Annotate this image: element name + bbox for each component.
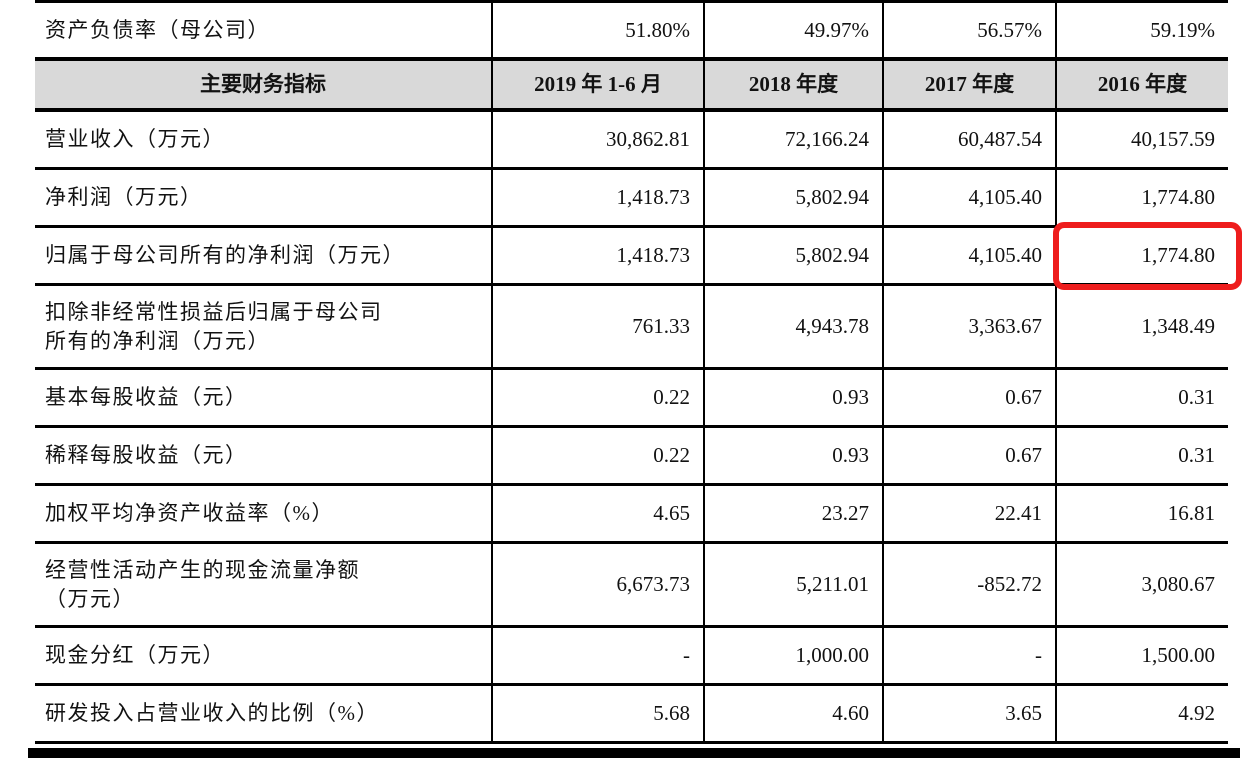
cell-value: 4,943.78 bbox=[703, 284, 883, 370]
table-row: 研发投入占营业收入的比例（%） 5.68 4.60 3.65 4.92 bbox=[35, 684, 1228, 744]
row-label: 基本每股收益（元） bbox=[35, 368, 492, 428]
cell-value: 23.27 bbox=[703, 484, 883, 544]
cell-value: 1,418.73 bbox=[491, 168, 704, 228]
table-row: 营业收入（万元） 30,862.81 72,166.24 60,487.54 4… bbox=[35, 110, 1228, 170]
cell-value: 72,166.24 bbox=[703, 110, 883, 170]
cell-value: 5,211.01 bbox=[703, 542, 883, 628]
row-label: 加权平均净资产收益率（%） bbox=[35, 484, 492, 544]
key-financial-indicators-table: 资产负债率（母公司） 51.80% 49.97% 56.57% 59.19% 主… bbox=[35, 0, 1242, 744]
cell-value: 0.67 bbox=[882, 426, 1056, 486]
cell-value: 0.22 bbox=[491, 426, 704, 486]
cell-value: 0.22 bbox=[491, 368, 704, 428]
cell-value: 0.93 bbox=[703, 368, 883, 428]
table-row-debt-ratio: 资产负债率（母公司） 51.80% 49.97% 56.57% 59.19% bbox=[35, 0, 1228, 61]
cell-value: 0.31 bbox=[1055, 368, 1228, 428]
table-header-row: 主要财务指标 2019 年 1-6 月 2018 年度 2017 年度 2016… bbox=[35, 59, 1228, 112]
cell-value: - bbox=[491, 626, 704, 686]
row-label: 研发投入占营业收入的比例（%） bbox=[35, 684, 492, 744]
document-page: 资产负债率（母公司） 51.80% 49.97% 56.57% 59.19% 主… bbox=[28, 0, 1242, 758]
table-row: 加权平均净资产收益率（%） 4.65 23.27 22.41 16.81 bbox=[35, 484, 1228, 544]
column-header-2018: 2018 年度 bbox=[703, 59, 883, 112]
cell-value: 5,802.94 bbox=[703, 168, 883, 228]
cell-value: 0.31 bbox=[1055, 426, 1228, 486]
cell-value: 60,487.54 bbox=[882, 110, 1056, 170]
cell-value: 30,862.81 bbox=[491, 110, 704, 170]
column-header-2019: 2019 年 1-6 月 bbox=[491, 59, 704, 112]
cell-value: 3,080.67 bbox=[1055, 542, 1228, 628]
column-header-2017: 2017 年度 bbox=[882, 59, 1056, 112]
cell-value: 0.93 bbox=[703, 426, 883, 486]
cell-value: 6,673.73 bbox=[491, 542, 704, 628]
row-label: 稀释每股收益（元） bbox=[35, 426, 492, 486]
cell-value: 16.81 bbox=[1055, 484, 1228, 544]
row-label: 现金分红（万元） bbox=[35, 626, 492, 686]
cell-value: -852.72 bbox=[882, 542, 1056, 628]
cell-value: 0.67 bbox=[882, 368, 1056, 428]
row-label: 经营性活动产生的现金流量净额 （万元） bbox=[35, 542, 492, 628]
financial-table: 资产负债率（母公司） 51.80% 49.97% 56.57% 59.19% 主… bbox=[28, 0, 1242, 758]
cell-value: 3.65 bbox=[882, 684, 1056, 744]
cell-value: 40,157.59 bbox=[1055, 110, 1228, 170]
cell-value: - bbox=[882, 626, 1056, 686]
cell-value: 3,363.67 bbox=[882, 284, 1056, 370]
cell-value: 1,348.49 bbox=[1055, 284, 1228, 370]
cell-value: 4,105.40 bbox=[882, 226, 1056, 286]
cell-value: 1,774.80 bbox=[1055, 168, 1228, 228]
row-label: 资产负债率（母公司） bbox=[35, 0, 492, 61]
header-label: 主要财务指标 bbox=[35, 59, 492, 112]
cell-value: 51.80% bbox=[491, 0, 704, 61]
table-row: 净利润（万元） 1,418.73 5,802.94 4,105.40 1,774… bbox=[35, 168, 1228, 228]
cell-value: 1,000.00 bbox=[703, 626, 883, 686]
cell-value: 4.92 bbox=[1055, 684, 1228, 744]
cell-value: 59.19% bbox=[1055, 0, 1228, 61]
cell-value: 1,774.80 bbox=[1053, 222, 1242, 290]
cell-value: 49.97% bbox=[703, 0, 883, 61]
cell-value: 1,418.73 bbox=[491, 226, 704, 286]
row-label: 扣除非经常性损益后归属于母公司 所有的净利润（万元） bbox=[35, 284, 492, 370]
cell-value: 4,105.40 bbox=[882, 168, 1056, 228]
financial-table-body: 营业收入（万元） 30,862.81 72,166.24 60,487.54 4… bbox=[35, 110, 1242, 744]
page-bottom-rule bbox=[28, 748, 1240, 758]
cell-value: 4.65 bbox=[491, 484, 704, 544]
cell-value: 5.68 bbox=[491, 684, 704, 744]
cell-value: 1,500.00 bbox=[1055, 626, 1228, 686]
table-row: 现金分红（万元） - 1,000.00 - 1,500.00 bbox=[35, 626, 1228, 686]
table-row: 归属于母公司所有的净利润（万元） 1,418.73 5,802.94 4,105… bbox=[35, 222, 1242, 290]
table-row: 经营性活动产生的现金流量净额 （万元） 6,673.73 5,211.01 -8… bbox=[35, 542, 1228, 628]
row-label: 营业收入（万元） bbox=[35, 110, 492, 170]
table-row: 基本每股收益（元） 0.22 0.93 0.67 0.31 bbox=[35, 368, 1228, 428]
cell-value: 761.33 bbox=[491, 284, 704, 370]
column-header-2016: 2016 年度 bbox=[1055, 59, 1228, 112]
cell-value: 4.60 bbox=[703, 684, 883, 744]
row-label: 净利润（万元） bbox=[35, 168, 492, 228]
row-label: 归属于母公司所有的净利润（万元） bbox=[35, 226, 492, 286]
cell-value: 22.41 bbox=[882, 484, 1056, 544]
cell-value: 5,802.94 bbox=[703, 226, 883, 286]
table-row: 扣除非经常性损益后归属于母公司 所有的净利润（万元） 761.33 4,943.… bbox=[35, 284, 1228, 370]
table-row: 稀释每股收益（元） 0.22 0.93 0.67 0.31 bbox=[35, 426, 1228, 486]
cell-value: 56.57% bbox=[882, 0, 1056, 61]
